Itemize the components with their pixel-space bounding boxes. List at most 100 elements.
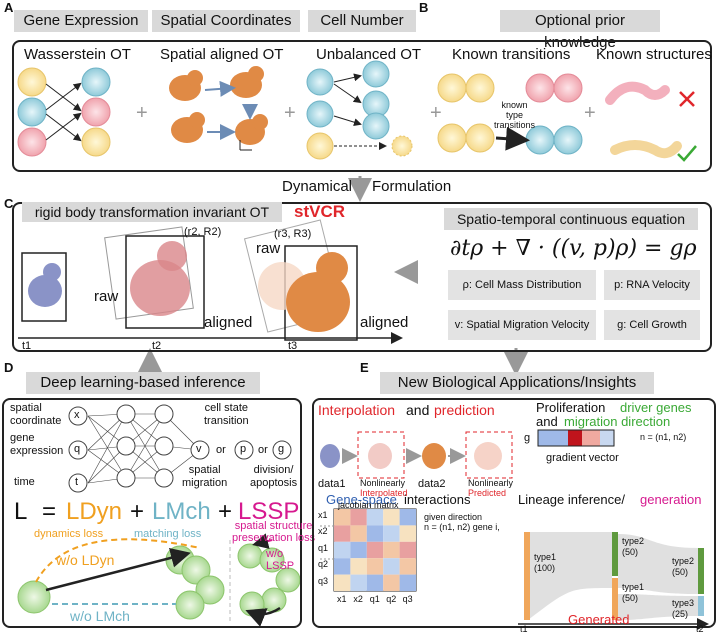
label-prediction: prediction — [434, 402, 495, 418]
node-type2b: type2 (50) — [672, 556, 695, 577]
jacobian-row-label: x1 — [318, 510, 328, 520]
label-wo-lssp: w/o LSSP — [266, 548, 295, 572]
panel-d-box — [2, 398, 302, 628]
label-raw: raw — [94, 288, 119, 305]
time-t2: t2 — [696, 624, 704, 634]
nn-nodes — [68, 404, 292, 493]
node-v: v — [196, 443, 202, 455]
interp-row — [320, 431, 513, 479]
label-cell-state-transition: cell state transition — [204, 402, 249, 427]
header-spatio-temporal-equation: Spatio-temporal continuous equation — [444, 208, 698, 230]
label-or: or — [258, 444, 268, 456]
jacobian-row-label: x2 — [318, 526, 328, 537]
label-migration-direction: migration direction — [564, 414, 671, 429]
label-wasserstein-ot: Wasserstein OT — [24, 46, 131, 63]
time-t1: t1 — [22, 340, 32, 352]
loss-lmch: LMch — [152, 498, 211, 525]
label-n-vector: n = (n1, n2) — [640, 432, 687, 442]
label-and: and — [406, 402, 430, 418]
jacobian-col-label: q2 — [386, 594, 397, 604]
jacobian-cell — [350, 525, 367, 542]
header-gene-expression: Gene Expression — [14, 10, 148, 32]
label-nonlinearly: Nonlinearly — [468, 478, 514, 488]
label-driver-genes: driver genes — [620, 400, 692, 415]
loss-lssp: LSSP — [238, 498, 300, 525]
jacobian-cell — [383, 541, 400, 559]
label-spatial-aligned-ot: Spatial aligned OT — [160, 46, 284, 63]
loss-plus: + — [218, 498, 233, 525]
label-spatial-migration: spatial migration — [182, 464, 228, 489]
loss-ldyn: LDyn — [66, 498, 123, 525]
label-aligned: aligned — [204, 314, 253, 331]
label-gene-space: Gene-space — [326, 492, 397, 507]
jacobian-col-label: q1 — [369, 594, 380, 604]
node-type1: type1 (100) — [534, 552, 557, 573]
jacobian-cell — [350, 541, 367, 559]
plus-sign: + — [584, 102, 596, 124]
node-type2: type2 (50) — [622, 536, 645, 557]
time-t3: t3 — [288, 340, 298, 352]
label-generated: Generated — [568, 612, 630, 627]
panel-letter-a: A — [4, 0, 14, 15]
panel-letter-b: B — [419, 0, 429, 15]
panel-d-cells — [17, 533, 301, 627]
header-cell-number: Cell Number — [308, 10, 416, 32]
jacobian-cell — [399, 558, 416, 575]
wasserstein-cells — [17, 67, 111, 157]
label-known-type-transitions: known type transitions — [494, 100, 536, 130]
label-data2: data2 — [418, 478, 446, 490]
jacobian-cell — [350, 558, 367, 575]
header-prior-knowledge: Optional prior knowledge — [500, 10, 660, 51]
label-ssp-loss: spatial structure preservation loss — [232, 520, 316, 544]
label-raw: raw — [256, 240, 281, 257]
label-formulation: Formulation — [372, 178, 452, 195]
label-known-structures: Known structures — [596, 46, 712, 63]
panel-e-box — [312, 398, 716, 628]
label-interpolated: Interpolated — [360, 488, 408, 498]
label-interpolation: Interpolation — [318, 402, 396, 418]
input-time: time — [14, 476, 35, 488]
label-or: or — [216, 444, 226, 456]
jacobian-row-label: q1 — [318, 542, 329, 553]
header-spatial-coordinates: Spatial Coordinates — [152, 10, 300, 32]
jacobian-cell — [334, 541, 351, 559]
panel-letter-c: C — [4, 196, 14, 211]
label-wo-lmch: w/o LMch — [70, 608, 130, 624]
label-generation: generation — [640, 492, 702, 507]
label-predicted: Predicted — [468, 488, 507, 498]
label-r2: (r2, R2) — [184, 226, 222, 238]
label-data1: data1 — [318, 478, 346, 490]
panel-letter-d: D — [4, 360, 14, 375]
header-rigid-body-ot: rigid body transformation invariant OT — [22, 202, 282, 222]
label-gradient-vector: gradient vector — [546, 452, 619, 464]
label-and: and — [536, 414, 558, 429]
label-matching-loss: matching loss — [134, 528, 202, 540]
def-v: v: Spatial Migration Velocity — [448, 310, 596, 340]
jacobian-row-label: q2 — [318, 559, 329, 570]
def-g: g: Cell Growth — [604, 310, 700, 340]
jacobian-cell — [334, 525, 351, 542]
node-p: p — [240, 443, 247, 455]
label-given-direction: given direction n = (n1, n2) gene i, — [424, 512, 500, 532]
jacobian-col-label: x1 — [337, 594, 347, 604]
plus-sign: + — [284, 102, 296, 124]
jacobian-cell — [334, 558, 351, 575]
jacobian-cell — [366, 509, 384, 526]
panel-c-box — [12, 202, 712, 352]
jacobian-cell — [383, 509, 400, 526]
jacobian-cell — [383, 525, 400, 542]
jacobian-cell — [366, 574, 384, 591]
loss-equals: = — [42, 498, 57, 525]
stvcr-title: stVCR — [294, 202, 346, 221]
panel-c-graphics — [18, 219, 418, 344]
spatial-ot-embryos — [169, 66, 268, 151]
loss-plus: + — [130, 498, 145, 525]
label-interactions: interactions — [404, 492, 471, 507]
jacobian-cell — [366, 541, 384, 559]
label-proliferation: Proliferation — [536, 400, 606, 415]
def-rho: ρ: Cell Mass Distribution — [448, 270, 596, 300]
lineage-sankey — [518, 532, 709, 630]
jacobian-row-label: q3 — [318, 575, 329, 586]
known-transitions-cells — [437, 73, 583, 155]
jacobian-cell — [366, 525, 384, 542]
